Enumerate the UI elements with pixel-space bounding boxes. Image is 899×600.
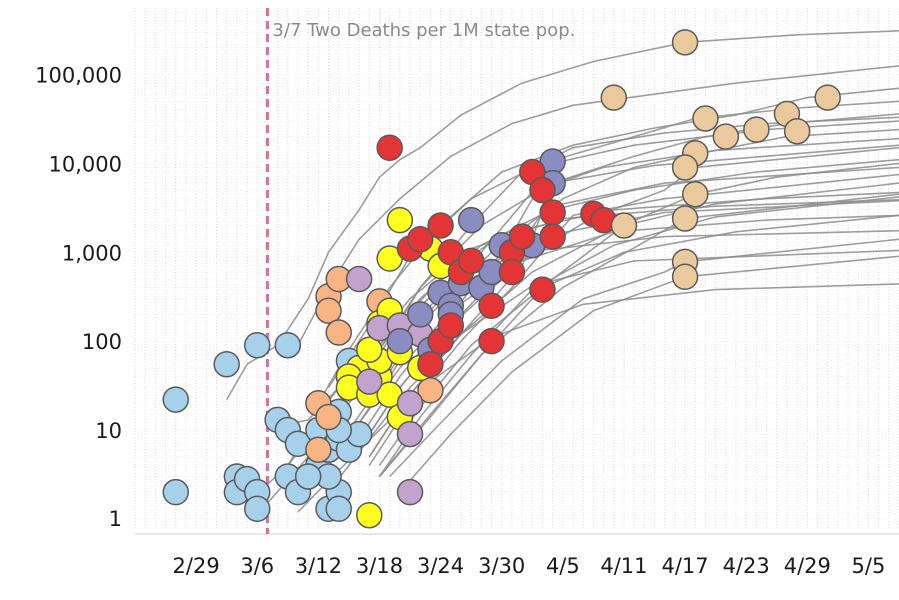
reference-label: 3/7 Two Deaths per 1M state pop. [272, 20, 575, 41]
x-tick-label: 2/29 [173, 554, 220, 578]
data-point [539, 223, 566, 250]
data-point [356, 336, 383, 364]
data-point [406, 226, 434, 253]
y-axis-ticks: 1 10 100 1,000 10,000 100,000 [35, 63, 122, 531]
data-point [274, 331, 302, 359]
data-point [396, 478, 424, 506]
data-point [539, 199, 566, 226]
data-point [529, 276, 556, 303]
data-point [325, 495, 352, 523]
data-point [356, 368, 383, 395]
data-point [305, 436, 332, 463]
data-point [396, 390, 424, 417]
data-point [671, 263, 699, 291]
series-line [226, 30, 899, 400]
y-tick-label: 100,000 [35, 63, 122, 87]
data-point [162, 478, 189, 506]
data-point [437, 312, 465, 339]
data-point [386, 206, 414, 234]
data-point [783, 117, 811, 145]
x-tick-label: 3/12 [295, 554, 342, 578]
data-point [315, 297, 342, 324]
series-line [297, 65, 899, 346]
data-point [743, 116, 770, 143]
x-tick-label: 4/17 [661, 554, 708, 578]
data-point [478, 327, 505, 355]
x-axis-ticks: 2/29 3/6 3/12 3/18 3/24 3/30 4/5 4/11 4/17 4/23 4/… [173, 554, 886, 578]
y-tick-label: 10 [95, 419, 122, 443]
data-point [213, 350, 240, 378]
data-point [671, 29, 699, 56]
x-tick-label: 3/18 [356, 554, 403, 578]
data-point [427, 212, 454, 239]
x-tick-label: 3/30 [478, 554, 525, 578]
series-line [297, 283, 899, 513]
data-point [671, 154, 699, 181]
data-point [325, 319, 352, 346]
data-point [315, 403, 342, 431]
series-line [399, 255, 899, 493]
markers [162, 29, 841, 529]
x-tick-label: 3/6 [240, 554, 274, 578]
data-point [294, 463, 322, 490]
data-point [600, 84, 628, 111]
data-point [498, 258, 526, 286]
data-point [345, 265, 373, 293]
x-tick-label: 4/29 [784, 554, 831, 578]
data-point [712, 123, 740, 150]
y-tick-label: 10,000 [49, 152, 122, 176]
x-tick-label: 3/24 [417, 554, 464, 578]
data-point [610, 212, 638, 239]
data-point [356, 501, 383, 529]
data-point [386, 327, 414, 355]
data-point [692, 105, 719, 132]
data-point [406, 301, 434, 328]
data-point [417, 350, 444, 378]
data-point [376, 134, 403, 161]
x-tick-label: 4/5 [546, 554, 580, 578]
data-point [162, 386, 189, 413]
y-tick-label: 100 [82, 330, 122, 354]
data-point [478, 292, 505, 320]
data-point [508, 223, 536, 250]
data-point [814, 84, 841, 111]
y-tick-label: 1,000 [62, 241, 122, 265]
reference-line: 3/7 Two Deaths per 1M state pop. [265, 8, 575, 534]
data-point [243, 495, 271, 523]
data-point [243, 331, 271, 359]
x-tick-label: 4/11 [600, 554, 647, 578]
data-point [417, 377, 444, 404]
x-tick-label: 4/23 [723, 554, 770, 578]
x-tick-label: 5/5 [852, 554, 886, 578]
data-point [457, 247, 485, 275]
data-point [682, 180, 709, 208]
data-point [396, 420, 424, 448]
data-point [671, 205, 699, 232]
data-point [529, 176, 556, 204]
data-point [457, 206, 485, 234]
y-tick-label: 1 [109, 507, 122, 531]
